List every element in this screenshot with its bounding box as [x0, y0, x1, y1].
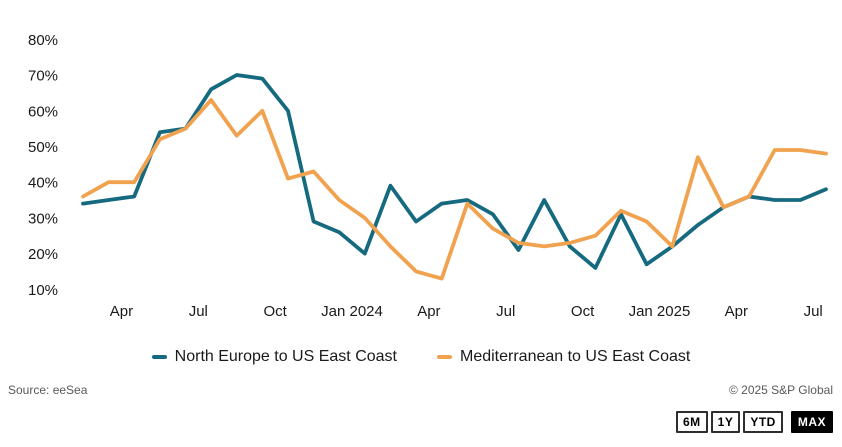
chart-footer: Source: eeSea © 2025 S&P Global: [0, 383, 842, 397]
x-axis-tick-oct: Oct: [263, 303, 287, 320]
x-axis-tick-jan-2025: Jan 2025: [629, 303, 691, 320]
time-range-selector: 6M 1Y YTD MAX: [675, 411, 833, 433]
source-attribution: Source: eeSea: [8, 383, 88, 397]
legend-label-mediterranean: Mediterranean to US East Coast: [459, 348, 691, 365]
range-button-max[interactable]: MAX: [790, 411, 833, 433]
y-axis-tick-70: 70%: [28, 68, 58, 85]
y-axis-tick-30: 30%: [28, 210, 58, 227]
y-axis-tick-60: 60%: [28, 103, 58, 120]
chart-legend: North Europe to US East Coast Mediterran…: [0, 346, 842, 368]
x-axis-tick-jul: Jul: [804, 303, 823, 320]
x-axis-tick-apr: Apr: [725, 303, 748, 320]
y-axis-tick-80: 80%: [28, 32, 58, 49]
y-axis-tick-20: 20%: [28, 246, 58, 263]
y-axis-tick-40: 40%: [28, 175, 58, 192]
legend-label-north-europe: North Europe to US East Coast: [174, 348, 397, 365]
series-line-mediterranean[interactable]: [81, 98, 828, 281]
line-chart: 80% 70% 60% 50% 40% 30% 20% 10% Apr Jul Oct Jan 202…: [28, 32, 828, 320]
range-button-ytd[interactable]: YTD: [743, 411, 783, 433]
range-button-1y[interactable]: 1Y: [710, 411, 741, 433]
x-axis-tick-jul: Jul: [189, 303, 208, 320]
x-axis-tick-oct: Oct: [571, 303, 595, 320]
x-axis-tick-apr: Apr: [417, 303, 440, 320]
copyright-text: © 2025 S&P Global: [728, 383, 833, 397]
mediterranean-line-swatch: [436, 355, 452, 359]
legend-item-mediterranean[interactable]: Mediterranean to US East Coast: [436, 348, 691, 366]
range-button-6m[interactable]: 6M: [675, 411, 708, 433]
x-axis-tick-apr: Apr: [110, 303, 133, 320]
north-europe-line-swatch: [151, 355, 167, 359]
series-line-north[interactable]: [81, 73, 828, 270]
y-axis-tick-50: 50%: [28, 139, 58, 156]
legend-item-north-europe[interactable]: North Europe to US East Coast: [151, 348, 397, 366]
x-axis-tick-jul: Jul: [496, 303, 515, 320]
x-axis-tick-jan-2024: Jan 2024: [321, 303, 383, 320]
y-axis-tick-10: 10%: [28, 282, 58, 299]
